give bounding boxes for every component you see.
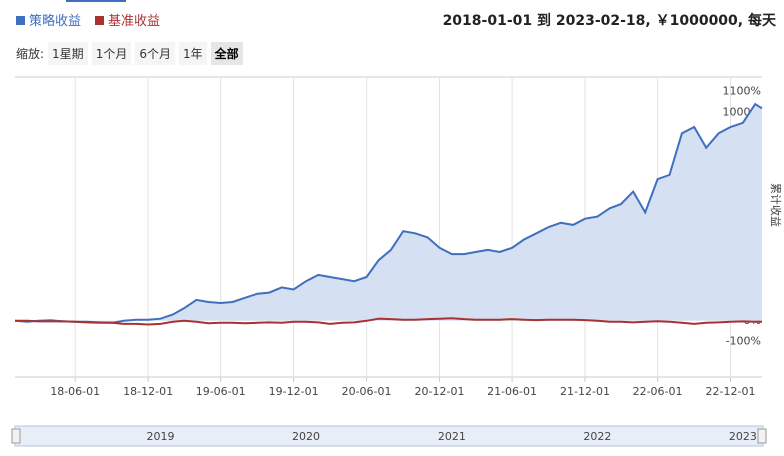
zoom-button[interactable]: 1星期 bbox=[48, 42, 88, 65]
x-tick-label: 22-12-01 bbox=[706, 385, 756, 398]
x-tick-label: 19-12-01 bbox=[269, 385, 319, 398]
plot: 18-06-01 18-12-01 19-06-01 19-12-01 20-06-01… bbox=[14, 76, 763, 398]
navigator-label: 2021 bbox=[438, 430, 466, 443]
x-tick-label: 21-06-01 bbox=[487, 385, 537, 398]
zoom-label: 缩放: bbox=[16, 47, 45, 61]
navigator[interactable] bbox=[14, 425, 764, 447]
zoom-bar: 缩放: 1星期 1个月 6个月 1年 全部 bbox=[16, 42, 243, 65]
series-line bbox=[14, 102, 763, 324]
zoom-button[interactable]: 1个月 bbox=[91, 42, 132, 65]
x-tick-label: 20-06-01 bbox=[342, 385, 392, 398]
navigator-handle[interactable] bbox=[757, 428, 767, 444]
navigator-handle[interactable] bbox=[11, 428, 21, 444]
navigator-label: 2023 bbox=[729, 430, 757, 443]
legend-label: 策略收益 bbox=[29, 14, 82, 29]
y-axis-title: 累计收益 bbox=[769, 183, 783, 227]
zoom-button[interactable]: 全部 bbox=[210, 42, 243, 65]
y-tick-label: 1100% bbox=[723, 85, 761, 98]
legend-swatch bbox=[95, 16, 105, 25]
x-tick-label: 20-12-01 bbox=[415, 385, 465, 398]
x-tick-label: 18-12-01 bbox=[123, 385, 173, 398]
x-tick-label: 21-12-01 bbox=[560, 385, 610, 398]
zoom-button[interactable]: 1年 bbox=[178, 42, 207, 65]
x-tick-label: 19-06-01 bbox=[196, 385, 246, 398]
navigator-label: 2019 bbox=[146, 430, 174, 443]
zoom-button[interactable]: 6个月 bbox=[135, 42, 175, 65]
navigator-label: 2020 bbox=[292, 430, 320, 443]
series-line bbox=[15, 317, 762, 326]
navigator-label: 2022 bbox=[583, 430, 611, 443]
legend-item[interactable]: 基准收益 bbox=[95, 10, 160, 29]
area-fill bbox=[15, 104, 762, 323]
backtest-info: 2018-01-01 到 2023-02-18, ￥1000000, 每天 bbox=[442, 13, 776, 29]
tab-indicator bbox=[66, 0, 126, 2]
legend-swatch bbox=[16, 16, 25, 25]
legend: 策略收益 基准收益 bbox=[16, 10, 160, 29]
y-tick-label: -100% bbox=[726, 335, 761, 348]
x-tick-label: 18-06-01 bbox=[50, 385, 100, 398]
legend-item[interactable]: 策略收益 bbox=[16, 10, 81, 29]
x-tick-label: 22-06-01 bbox=[633, 385, 683, 398]
legend-label: 基准收益 bbox=[108, 14, 161, 29]
